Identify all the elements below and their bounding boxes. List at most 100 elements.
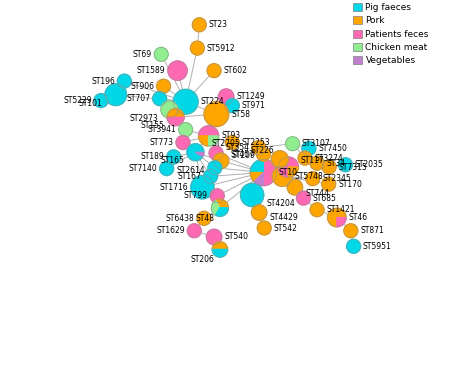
Circle shape <box>225 136 239 149</box>
Text: ST602: ST602 <box>223 66 247 75</box>
Circle shape <box>346 239 361 253</box>
Text: ST3107: ST3107 <box>302 139 331 148</box>
Text: ST2253: ST2253 <box>242 138 270 147</box>
Text: ST4204: ST4204 <box>266 199 295 208</box>
Wedge shape <box>328 208 346 227</box>
Text: ST7450: ST7450 <box>318 144 347 153</box>
Text: ST224: ST224 <box>201 97 224 106</box>
Circle shape <box>187 224 201 238</box>
Text: ST34: ST34 <box>327 159 346 168</box>
Wedge shape <box>187 144 204 161</box>
Text: ST773: ST773 <box>150 138 173 147</box>
Wedge shape <box>167 109 184 117</box>
Circle shape <box>154 47 168 61</box>
Circle shape <box>322 160 336 174</box>
Circle shape <box>191 176 214 199</box>
Circle shape <box>310 203 324 217</box>
Wedge shape <box>212 250 228 257</box>
Text: ST1249: ST1249 <box>236 92 265 101</box>
Text: ST101: ST101 <box>79 99 102 108</box>
Text: ST1589: ST1589 <box>137 66 165 75</box>
Wedge shape <box>254 172 264 186</box>
Text: ST58: ST58 <box>231 110 250 119</box>
Circle shape <box>191 41 204 55</box>
Circle shape <box>306 172 320 186</box>
Text: ST7315: ST7315 <box>338 163 367 172</box>
Circle shape <box>344 224 358 238</box>
Circle shape <box>203 169 218 183</box>
Circle shape <box>173 89 198 114</box>
Circle shape <box>240 183 264 207</box>
Text: ST69: ST69 <box>133 50 152 59</box>
Wedge shape <box>250 159 264 172</box>
Text: ST971: ST971 <box>242 101 265 110</box>
Text: ST906: ST906 <box>130 82 154 91</box>
Circle shape <box>257 221 271 235</box>
Text: ST209: ST209 <box>231 151 255 160</box>
Text: ST354: ST354 <box>226 143 249 152</box>
Text: ST23: ST23 <box>209 20 228 29</box>
Text: ST5951: ST5951 <box>363 242 392 251</box>
Text: ST744: ST744 <box>305 189 329 198</box>
Wedge shape <box>278 157 299 177</box>
Circle shape <box>302 141 316 155</box>
Text: ST1629: ST1629 <box>156 226 185 235</box>
Text: ST457: ST457 <box>230 150 254 159</box>
Text: ST167: ST167 <box>177 172 201 181</box>
Circle shape <box>273 166 292 186</box>
Text: ST3274: ST3274 <box>314 154 343 163</box>
Circle shape <box>338 158 352 172</box>
Circle shape <box>287 179 303 195</box>
Text: ST2035: ST2035 <box>355 160 383 169</box>
Circle shape <box>192 18 206 32</box>
Circle shape <box>204 102 229 127</box>
Circle shape <box>176 136 190 149</box>
Circle shape <box>252 140 266 154</box>
Circle shape <box>285 137 300 151</box>
Circle shape <box>310 156 324 170</box>
Text: ST3941: ST3941 <box>147 125 176 134</box>
Text: ST155: ST155 <box>141 121 165 131</box>
Text: ST540: ST540 <box>224 232 248 241</box>
Text: ST196: ST196 <box>91 77 115 86</box>
Circle shape <box>153 92 167 106</box>
Wedge shape <box>199 126 219 136</box>
Text: ST707: ST707 <box>127 94 150 103</box>
Circle shape <box>210 189 224 203</box>
Circle shape <box>156 79 171 93</box>
Wedge shape <box>216 208 228 216</box>
Legend: Pig faeces, Pork, Patients feces, Chicken meat, Vegetables: Pig faeces, Pork, Patients feces, Chicke… <box>351 1 431 67</box>
Text: ST5748: ST5748 <box>295 172 324 181</box>
Text: ST2973: ST2973 <box>130 114 158 123</box>
Text: ST226: ST226 <box>251 146 274 155</box>
Text: ST1716: ST1716 <box>160 183 189 192</box>
Circle shape <box>105 84 127 106</box>
Text: ST46: ST46 <box>348 213 368 222</box>
Circle shape <box>298 151 312 165</box>
Circle shape <box>219 89 234 105</box>
Text: ST5229: ST5229 <box>63 96 91 105</box>
Text: ST2345: ST2345 <box>322 174 351 183</box>
Text: ST48: ST48 <box>195 214 214 223</box>
Circle shape <box>207 64 221 78</box>
Circle shape <box>94 94 108 108</box>
Circle shape <box>197 211 211 225</box>
Text: ST685: ST685 <box>313 193 337 203</box>
Text: ST10: ST10 <box>279 168 298 177</box>
Circle shape <box>206 229 222 245</box>
Circle shape <box>117 74 131 88</box>
Text: ST206: ST206 <box>191 255 215 264</box>
Circle shape <box>256 147 271 161</box>
Text: ST170: ST170 <box>338 180 362 189</box>
Wedge shape <box>216 199 228 208</box>
Text: ST871: ST871 <box>360 226 384 235</box>
Circle shape <box>168 61 187 80</box>
Text: ST189: ST189 <box>141 152 164 161</box>
Text: ST5912: ST5912 <box>207 44 235 53</box>
Wedge shape <box>195 152 204 156</box>
Text: ST542: ST542 <box>273 223 297 232</box>
Wedge shape <box>199 136 209 146</box>
Wedge shape <box>264 159 277 186</box>
Text: ST2705: ST2705 <box>211 139 240 148</box>
Text: ST93: ST93 <box>221 131 240 140</box>
